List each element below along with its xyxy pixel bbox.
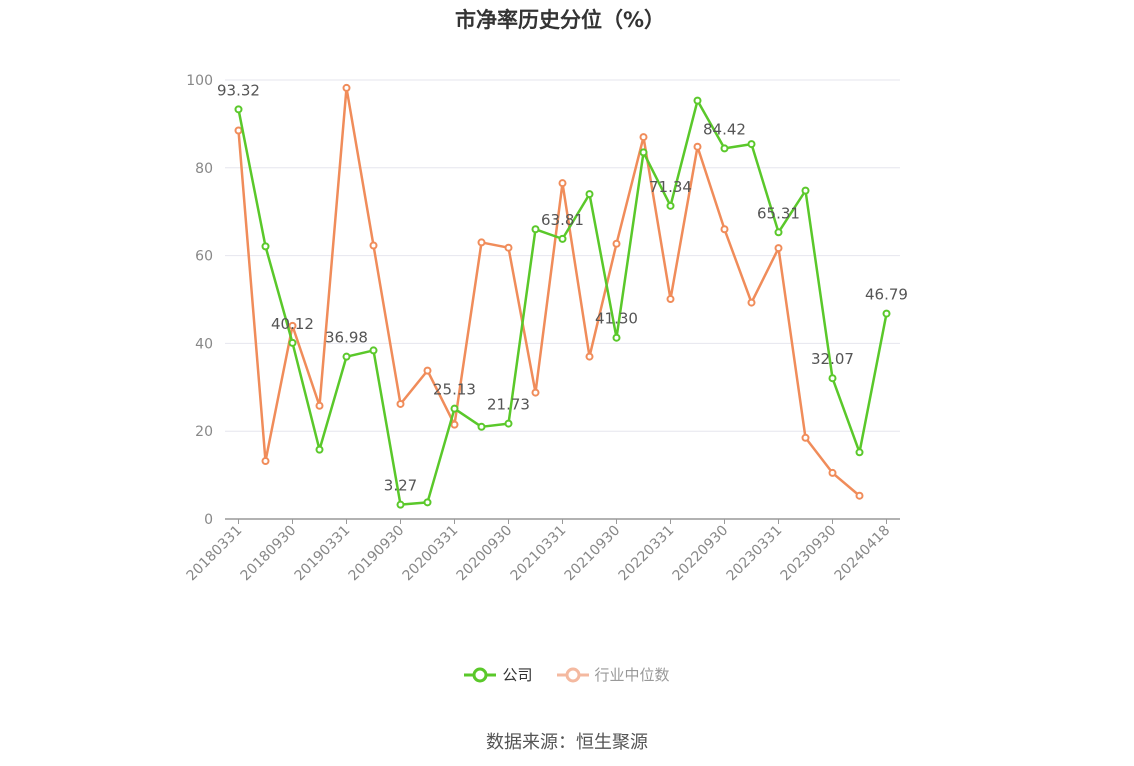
data-point-company[interactable] (882, 309, 891, 318)
data-point-company[interactable] (774, 228, 783, 237)
data-point-industry[interactable] (612, 239, 621, 248)
data-label: 21.73 (487, 396, 530, 414)
data-point-company[interactable] (477, 422, 486, 431)
legend-line-circle-icon (464, 667, 497, 682)
data-point-company[interactable] (693, 96, 702, 105)
y-tick-label: 0 (204, 512, 213, 528)
data-label: 32.07 (811, 350, 854, 368)
data-point-company[interactable] (801, 186, 810, 195)
legend-item-industry[interactable]: 行业中位数 (556, 664, 670, 685)
data-point-industry[interactable] (288, 321, 297, 330)
data-point-company[interactable] (261, 242, 270, 251)
y-tick-label: 40 (195, 336, 213, 352)
data-point-industry[interactable] (504, 243, 513, 252)
x-tick-label: 20220930 (670, 523, 732, 585)
x-tick-label: 20210331 (508, 523, 570, 585)
data-point-company[interactable] (423, 498, 432, 507)
data-source: 数据来源：恒生聚源 (486, 732, 648, 753)
series-layer (234, 83, 891, 509)
data-label: 71.34 (649, 178, 692, 196)
data-label: 84.42 (703, 120, 746, 138)
data-point-company[interactable] (288, 338, 297, 347)
legend-label-company: 公司 (502, 666, 533, 684)
data-label: 41.30 (595, 310, 638, 328)
data-label: 3.27 (384, 477, 417, 495)
data-label: 93.32 (217, 81, 260, 99)
data-point-company[interactable] (531, 225, 540, 234)
data-point-industry[interactable] (720, 225, 729, 234)
grid-layer (225, 79, 900, 432)
data-point-industry[interactable] (747, 298, 756, 307)
y-tick-label: 20 (195, 424, 213, 440)
y-tick-label: 100 (186, 73, 213, 89)
y-tick-label: 60 (195, 249, 213, 265)
data-point-industry[interactable] (369, 241, 378, 250)
data-point-industry[interactable] (315, 401, 324, 410)
legend-label-industry: 行业中位数 (594, 666, 670, 684)
data-label: 65.31 (757, 204, 800, 222)
x-tick-label: 20230930 (778, 523, 840, 585)
data-point-company[interactable] (666, 201, 675, 210)
legend-item-company[interactable]: 公司 (464, 664, 533, 685)
data-point-industry[interactable] (693, 142, 702, 151)
data-point-industry[interactable] (261, 457, 270, 466)
data-point-company[interactable] (315, 445, 324, 454)
data-point-company[interactable] (828, 374, 837, 383)
x-tick-label: 20200930 (454, 523, 516, 585)
data-point-industry[interactable] (423, 366, 432, 375)
series-line-industry (237, 86, 861, 497)
data-point-company[interactable] (639, 148, 648, 157)
data-point-company[interactable] (747, 140, 756, 149)
data-point-industry[interactable] (450, 420, 459, 429)
data-point-industry[interactable] (477, 238, 486, 247)
data-point-industry[interactable] (558, 179, 567, 188)
x-tick-label: 20180930 (238, 523, 300, 585)
series-line-company (237, 99, 888, 506)
data-point-company[interactable] (585, 190, 594, 199)
data-point-industry[interactable] (639, 133, 648, 142)
x-tick-label: 20190331 (292, 523, 354, 585)
data-point-company[interactable] (504, 419, 513, 428)
data-point-company[interactable] (855, 448, 864, 457)
data-point-company[interactable] (369, 346, 378, 355)
data-label: 46.79 (865, 286, 908, 304)
data-point-company[interactable] (612, 333, 621, 342)
data-point-industry[interactable] (801, 433, 810, 442)
data-point-industry[interactable] (855, 491, 864, 500)
data-point-company[interactable] (450, 404, 459, 413)
data-label-layer: 93.32 40.12 36.98 3.27 25.13 21.73 63.81 41.30 7… (217, 81, 908, 494)
legend: 公司 行业中位数 (0, 664, 1134, 685)
chart-title: 市净率历史分位（%） (454, 8, 666, 32)
data-label: 40.12 (271, 315, 314, 333)
data-point-company[interactable] (234, 105, 243, 114)
data-point-industry[interactable] (774, 244, 783, 253)
data-point-company[interactable] (342, 352, 351, 361)
data-point-industry[interactable] (585, 352, 594, 361)
x-tick-label: 20230331 (724, 523, 786, 585)
data-point-industry[interactable] (342, 83, 351, 92)
data-label: 63.81 (541, 211, 584, 229)
data-point-industry[interactable] (828, 468, 837, 477)
data-label: 36.98 (325, 329, 368, 347)
data-label: 25.13 (433, 381, 476, 399)
x-tick-label: 20200331 (400, 523, 462, 585)
data-point-company[interactable] (720, 144, 729, 153)
data-point-industry[interactable] (531, 388, 540, 397)
x-tick-label: 20220331 (616, 523, 678, 585)
x-tick-label: 20240418 (832, 523, 894, 585)
x-tick-label: 20190930 (346, 523, 408, 585)
line-chart: 0 20 40 60 80 100 2018033120180930201903312019… (184, 73, 908, 585)
data-point-industry[interactable] (396, 399, 405, 408)
x-tick-label: 20180331 (184, 523, 246, 585)
data-point-industry[interactable] (666, 295, 675, 304)
data-point-company[interactable] (558, 234, 567, 243)
y-tick-label: 80 (195, 161, 213, 177)
data-point-company[interactable] (396, 500, 405, 509)
legend-line-circle-icon (556, 667, 589, 682)
x-tick-label: 20210930 (562, 523, 624, 585)
data-point-industry[interactable] (234, 126, 243, 135)
